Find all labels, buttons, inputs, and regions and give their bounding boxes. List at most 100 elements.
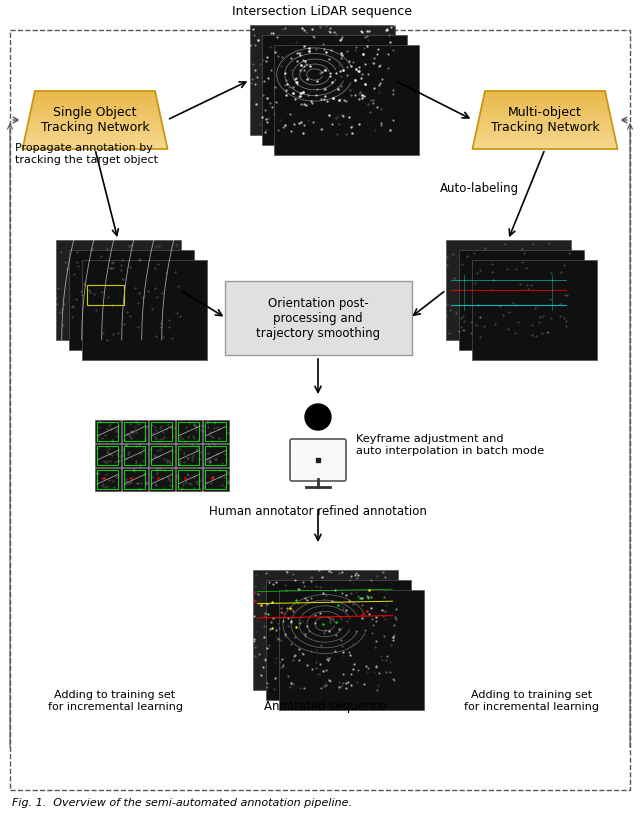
Polygon shape: [479, 116, 611, 118]
Polygon shape: [31, 106, 159, 109]
Bar: [253, 570, 397, 690]
Bar: [122, 444, 148, 467]
Polygon shape: [474, 143, 617, 145]
Polygon shape: [476, 130, 614, 132]
Polygon shape: [27, 128, 163, 130]
Bar: [124, 422, 145, 440]
Text: Annotated sequence: Annotated sequence: [264, 700, 386, 713]
Polygon shape: [29, 116, 161, 118]
Bar: [176, 420, 202, 443]
Polygon shape: [476, 133, 614, 136]
Bar: [87, 285, 124, 305]
Polygon shape: [23, 143, 166, 145]
Bar: [95, 420, 121, 443]
Bar: [205, 446, 227, 465]
Polygon shape: [477, 126, 613, 128]
Bar: [262, 35, 406, 145]
Polygon shape: [476, 132, 614, 133]
Polygon shape: [24, 142, 166, 143]
Text: Multi-object
Tracking Network: Multi-object Tracking Network: [491, 106, 599, 134]
Text: Single Object
Tracking Network: Single Object Tracking Network: [41, 106, 149, 134]
Polygon shape: [22, 147, 168, 149]
Polygon shape: [34, 95, 156, 97]
Bar: [95, 444, 121, 467]
Polygon shape: [479, 118, 611, 120]
Polygon shape: [477, 128, 613, 130]
Polygon shape: [478, 120, 612, 122]
Text: Human annotator refined annotation: Human annotator refined annotation: [209, 505, 427, 518]
Text: Adding to training set
for incremental learning: Adding to training set for incremental l…: [465, 690, 600, 712]
Polygon shape: [31, 105, 158, 106]
Bar: [97, 470, 118, 489]
Polygon shape: [472, 147, 618, 149]
Text: Orientation post-
processing and
trajectory smoothing: Orientation post- processing and traject…: [256, 296, 380, 340]
Polygon shape: [484, 91, 605, 93]
Polygon shape: [483, 100, 607, 103]
Polygon shape: [483, 99, 607, 100]
Text: Propagate annotation by
tracking the target object: Propagate annotation by tracking the tar…: [15, 143, 158, 165]
Polygon shape: [484, 93, 606, 95]
Circle shape: [305, 404, 331, 430]
FancyBboxPatch shape: [290, 439, 346, 481]
Bar: [178, 470, 199, 489]
Text: Fig. 1.  Overview of the semi-automated annotation pipeline.: Fig. 1. Overview of the semi-automated a…: [12, 798, 352, 808]
Polygon shape: [474, 142, 616, 143]
Polygon shape: [26, 133, 164, 136]
Text: Adding to training set
for incremental learning: Adding to training set for incremental l…: [47, 690, 182, 712]
Bar: [124, 470, 145, 489]
Bar: [203, 467, 229, 491]
Polygon shape: [484, 95, 606, 97]
Polygon shape: [28, 124, 163, 126]
Bar: [178, 422, 199, 440]
Bar: [149, 420, 175, 443]
Bar: [266, 580, 410, 700]
Bar: [176, 444, 202, 467]
Text: Intersection LiDAR sequence: Intersection LiDAR sequence: [232, 5, 412, 18]
Polygon shape: [26, 132, 164, 133]
Polygon shape: [24, 139, 166, 142]
Bar: [176, 467, 202, 491]
Polygon shape: [23, 145, 167, 147]
FancyBboxPatch shape: [225, 281, 412, 355]
Polygon shape: [26, 130, 164, 132]
Bar: [151, 446, 172, 465]
Polygon shape: [25, 136, 165, 137]
Polygon shape: [28, 120, 162, 122]
Bar: [205, 470, 227, 489]
Bar: [273, 45, 419, 155]
Bar: [278, 590, 424, 710]
Polygon shape: [483, 97, 607, 99]
Bar: [472, 260, 596, 360]
Polygon shape: [34, 93, 156, 95]
Bar: [97, 446, 118, 465]
Bar: [124, 446, 145, 465]
Polygon shape: [33, 97, 157, 99]
Polygon shape: [481, 109, 609, 110]
Bar: [149, 444, 175, 467]
Polygon shape: [475, 136, 615, 137]
Bar: [56, 240, 180, 340]
Polygon shape: [30, 112, 160, 114]
Polygon shape: [35, 91, 156, 93]
Bar: [458, 250, 584, 350]
Text: Keyframe adjustment and
auto interpolation in batch mode: Keyframe adjustment and auto interpolati…: [356, 435, 544, 456]
Text: Auto-labeling: Auto-labeling: [440, 182, 519, 195]
Bar: [95, 467, 121, 491]
Polygon shape: [481, 110, 609, 112]
Bar: [151, 422, 172, 440]
Bar: [97, 422, 118, 440]
Polygon shape: [28, 122, 162, 124]
Polygon shape: [475, 137, 616, 139]
Bar: [445, 240, 570, 340]
Bar: [205, 422, 227, 440]
Bar: [81, 260, 207, 360]
Bar: [151, 470, 172, 489]
Polygon shape: [477, 124, 612, 126]
Bar: [203, 420, 229, 443]
Bar: [203, 444, 229, 467]
Polygon shape: [482, 105, 609, 106]
Polygon shape: [480, 112, 610, 114]
Bar: [178, 446, 199, 465]
Bar: [149, 467, 175, 491]
Polygon shape: [481, 106, 609, 109]
